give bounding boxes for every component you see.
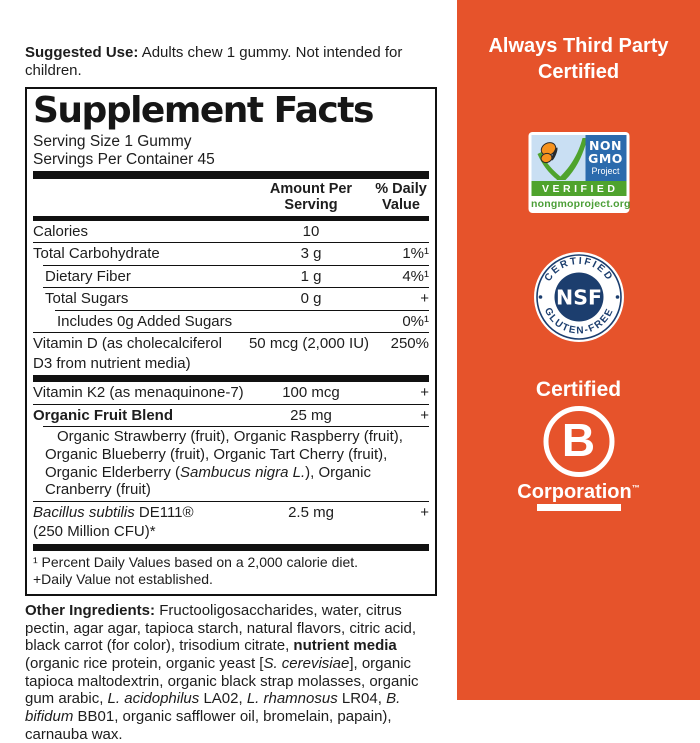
column-header-amount: Amount Per Serving [269,181,353,213]
bcorp-trademark: ™ [631,483,640,493]
row-total-carbohydrate: Total Carbohydrate 3 g 1%¹ [33,245,429,263]
footnote-not-established: +Daily Value not established. [33,571,213,588]
bcorp-letter: B [561,414,596,466]
non-gmo-verified-band: VERIFIED [531,181,626,196]
supplement-label-column: Suggested Use: Adults chew 1 gummy. Not … [25,44,437,743]
divider-thick-mid [33,375,429,383]
divider-thick-top [33,171,429,180]
nsf-center-text: NSF [556,286,602,310]
suggested-use-line: Suggested Use: Adults chew 1 gummy. Not … [25,44,437,80]
bcorp-certified-text: Certified [535,378,622,401]
divider-thin [43,287,429,289]
bcorp-circle-logo: B [543,406,614,477]
column-header-daily-value: % Daily Value [375,181,427,213]
row-added-sugars: Includes 0g Added Sugars 0%¹ [57,312,429,330]
divider-header [33,215,429,221]
suggested-use-text: Adults chew 1 gummy. Not intended for ch… [25,44,403,79]
supplement-facts-title: Supplement Facts [33,90,374,131]
non-gmo-line2: GMO [588,151,623,167]
non-gmo-project-badge: NON GMO Project VERIFIED nongmoproject.o… [528,132,631,213]
non-gmo-text-block: NON GMO Project [585,135,626,181]
row-total-sugars: Total Sugars 0 g + [45,290,429,308]
row-calories: Calories 10 [33,222,320,240]
suggested-use-label: Suggested Use: [25,44,139,61]
spacer-cell [33,182,249,213]
non-gmo-line3: Project [591,166,620,177]
other-ingredients-paragraph: Other Ingredients: Fructooligosaccharide… [25,601,419,743]
serving-size: Serving Size 1 Gummy [33,132,192,150]
row-organic-fruit-blend: Organic Fruit Blend 25 mg + [33,406,429,424]
non-gmo-badge-top: NON GMO Project [531,135,626,181]
bacillus-cfu: (250 Million CFU)* [33,523,156,541]
bcorp-corporation-text: Corporation™ [517,481,640,503]
servings-per-container: Servings Per Container 45 [33,150,215,168]
bcorp-underline-bar [536,504,621,511]
nsf-gluten-free-badge: CERTIFIED GLUTEN-FREE NSF [533,251,625,348]
supplement-facts-panel: Supplement Facts Serving Size 1 Gummy Se… [25,87,437,596]
certification-sidebar: Always Third Party Certified NON GMO Pro… [457,0,700,700]
footnote-daily-values: ¹ Percent Daily Values based on a 2,000 … [33,553,359,570]
divider-thin [43,264,429,266]
bacillus-name: Bacillus subtilis DE111® [33,503,194,521]
row-vitamin-k2: Vitamin K2 (as menaquinone-7) 100 mcg + [33,384,429,402]
sidebar-title: Always Third Party Certified [488,35,669,83]
divider-thin [33,500,429,502]
divider-thin [33,332,429,334]
row-bacillus-subtilis: Bacillus subtilis DE111® (250 Million CF… [33,503,429,541]
non-gmo-butterfly-icon [531,135,585,181]
divider-thin [43,426,429,428]
footnotes: ¹ Percent Daily Values based on a 2,000 … [33,551,429,589]
divider-thin [33,242,429,244]
divider-thick-bottom [33,543,429,551]
row-vitamin-d: Vitamin D (as cholecalciferol D3 from nu… [33,335,429,372]
divider-thin [33,403,429,405]
row-dietary-fiber: Dietary Fiber 1 g 4%¹ [45,267,429,285]
facts-column-headers: Amount Per Serving % Daily Value [33,179,429,215]
divider-thin [55,309,429,311]
non-gmo-line1: NON [588,137,623,153]
non-gmo-url: nongmoproject.org [531,198,631,210]
fruit-blend-ingredients: Organic Strawberry (fruit), Organic Rasp… [45,428,403,499]
